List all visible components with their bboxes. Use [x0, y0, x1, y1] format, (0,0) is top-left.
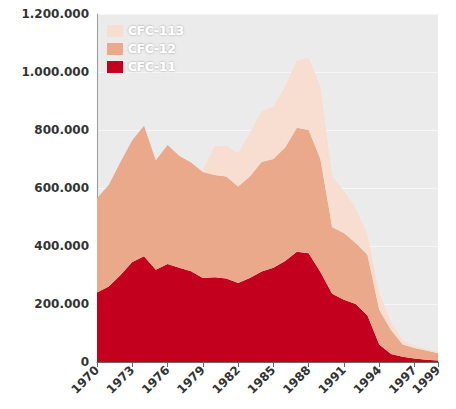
svg-text:200.000: 200.000: [34, 297, 89, 311]
svg-text:1994: 1994: [351, 363, 384, 396]
svg-text:1985: 1985: [245, 363, 278, 396]
svg-text:1991: 1991: [315, 363, 348, 396]
svg-text:600.000: 600.000: [34, 181, 89, 195]
svg-text:800.000: 800.000: [34, 123, 89, 137]
svg-text:1973: 1973: [104, 363, 137, 396]
svg-text:CFC-11: CFC-11: [128, 60, 176, 74]
svg-text:1999: 1999: [409, 363, 442, 396]
svg-text:1982: 1982: [210, 363, 243, 396]
svg-text:1988: 1988: [280, 363, 313, 396]
svg-text:CFC-12: CFC-12: [128, 42, 176, 56]
svg-text:1979: 1979: [174, 363, 207, 396]
svg-text:1970: 1970: [68, 363, 101, 396]
svg-text:400.000: 400.000: [34, 239, 89, 253]
svg-text:1.200.000: 1.200.000: [21, 7, 89, 21]
svg-text:1976: 1976: [139, 363, 172, 396]
svg-text:1997: 1997: [385, 363, 420, 397]
svg-text:CFC-113: CFC-113: [128, 24, 184, 38]
svg-text:0: 0: [80, 355, 89, 369]
svg-text:1.000.000: 1.000.000: [21, 65, 89, 79]
